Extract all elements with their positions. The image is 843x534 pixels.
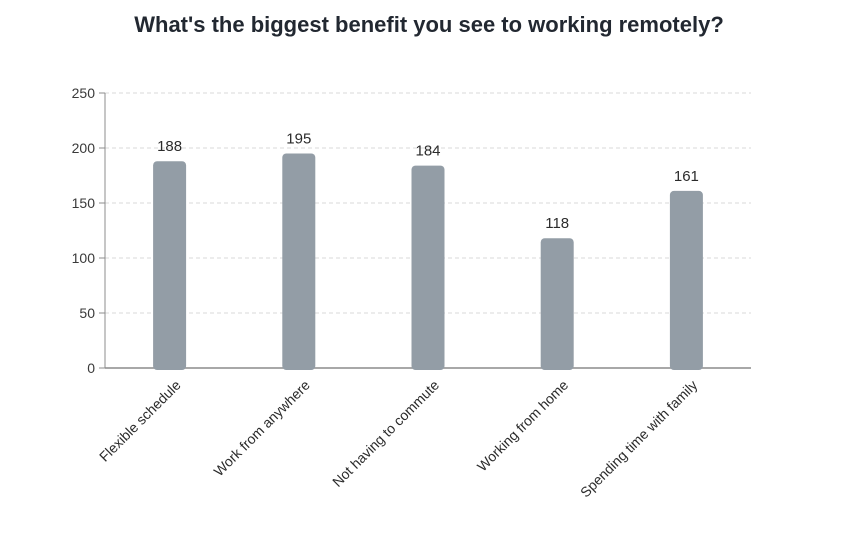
x-tick-label: Flexible schedule xyxy=(96,377,184,465)
bars xyxy=(153,153,703,370)
data-label: 184 xyxy=(415,143,440,160)
bar xyxy=(669,190,703,370)
y-tick-label: 100 xyxy=(72,250,96,266)
data-label: 195 xyxy=(286,131,311,148)
bar xyxy=(411,165,445,370)
x-tick-label: Spending time with family xyxy=(577,377,701,501)
bar xyxy=(540,238,574,370)
chart-title: What's the biggest benefit you see to wo… xyxy=(134,12,724,37)
y-tick-label: 0 xyxy=(87,360,95,376)
y-tick-label: 200 xyxy=(72,140,96,156)
y-tick-label: 250 xyxy=(72,85,96,101)
y-tick-label: 50 xyxy=(79,305,95,321)
x-tick-label: Work from anywhere xyxy=(210,377,313,480)
y-tick-label: 150 xyxy=(72,195,96,211)
x-tick-label: Not having to commute xyxy=(329,377,442,490)
data-label: 188 xyxy=(157,138,182,155)
data-label: 161 xyxy=(674,168,699,185)
data-label: 118 xyxy=(545,215,569,232)
bar xyxy=(153,161,187,370)
x-tick-label: Working from home xyxy=(474,377,572,475)
bar xyxy=(282,153,316,370)
